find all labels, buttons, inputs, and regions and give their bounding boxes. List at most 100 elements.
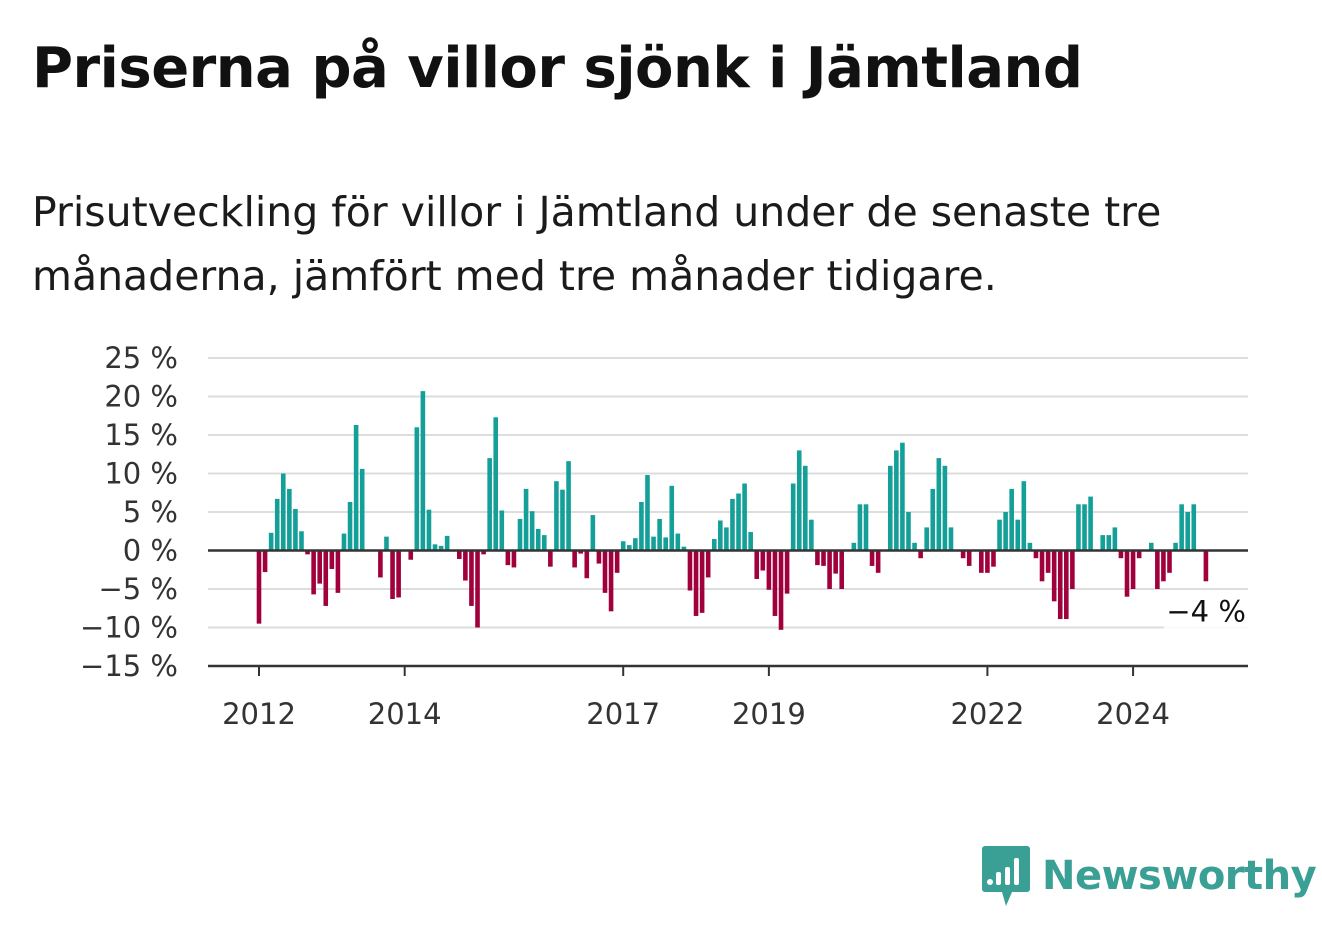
bar	[378, 550, 383, 578]
x-tick-label: 2017	[586, 697, 660, 731]
bar	[1076, 504, 1081, 551]
bar	[414, 427, 420, 551]
bar	[469, 550, 474, 606]
chart-title: Priserna på villor sjönk i Jämtland	[32, 36, 1083, 101]
bar	[1009, 488, 1014, 551]
bar	[900, 442, 905, 551]
bar	[736, 493, 741, 551]
bar	[481, 550, 486, 555]
bar	[329, 550, 335, 569]
bar	[505, 550, 511, 566]
y-tick-label: −5 %	[98, 572, 178, 606]
bar	[390, 550, 395, 600]
bar	[675, 533, 681, 551]
bar	[262, 550, 268, 573]
bar	[1179, 504, 1184, 551]
bar	[548, 550, 553, 567]
bar	[311, 550, 316, 595]
bar	[803, 465, 808, 551]
y-tick-label: 20 %	[104, 380, 178, 414]
bar	[936, 458, 942, 551]
bar	[523, 488, 529, 551]
axes	[208, 549, 1248, 668]
bar	[699, 550, 705, 613]
bar	[268, 532, 274, 551]
bar	[432, 544, 438, 551]
bar	[966, 550, 972, 566]
bar	[687, 550, 693, 591]
bar	[918, 550, 923, 559]
bar	[578, 550, 584, 554]
y-tick-label: 25 %	[104, 341, 178, 375]
bar	[833, 550, 838, 574]
newsworthy-logo: Newsworthy	[982, 846, 1317, 906]
bar	[493, 417, 499, 551]
bar	[584, 550, 590, 579]
chart-subtitle: Prisutveckling för villor i Jämtland und…	[32, 188, 1162, 300]
bar	[1057, 550, 1063, 620]
bar	[827, 550, 832, 589]
bar	[438, 545, 444, 551]
bar	[809, 519, 814, 551]
bar	[517, 518, 523, 551]
bar	[463, 550, 468, 581]
bar	[335, 550, 341, 593]
bar	[754, 550, 760, 579]
bar	[1173, 542, 1178, 551]
bar	[906, 512, 911, 551]
bar	[274, 498, 280, 551]
bar	[863, 504, 869, 551]
bar	[651, 536, 656, 551]
bar	[572, 550, 577, 568]
bar	[426, 509, 432, 551]
bar	[633, 538, 638, 551]
bar	[821, 550, 826, 566]
bar	[1191, 504, 1197, 551]
bar	[396, 550, 401, 598]
bar	[1082, 504, 1087, 551]
bar	[912, 542, 917, 551]
bar	[857, 504, 863, 551]
bar	[256, 550, 262, 624]
bar	[1088, 496, 1093, 551]
y-tick-label: 0 %	[123, 534, 178, 568]
bar	[1064, 550, 1069, 620]
brand-name: Newsworthy	[1042, 853, 1317, 899]
bar	[1136, 550, 1142, 559]
bar	[942, 465, 948, 551]
bar	[784, 550, 790, 594]
bar	[499, 510, 505, 551]
bar	[760, 550, 766, 571]
bar	[626, 545, 632, 551]
bar	[790, 483, 796, 551]
bar	[323, 550, 329, 606]
bar	[839, 550, 845, 589]
bar	[724, 527, 729, 551]
bar	[730, 498, 735, 551]
grid-lines	[208, 357, 1248, 629]
bar	[1003, 512, 1008, 551]
bar	[1118, 550, 1124, 559]
bar	[614, 550, 620, 573]
end-label-background	[1163, 593, 1250, 632]
y-tick-label: 15 %	[104, 418, 178, 452]
bar	[299, 531, 304, 551]
annotations: −4 %	[1163, 593, 1250, 632]
bar	[560, 489, 565, 551]
bar	[353, 424, 359, 551]
y-tick-label: 10 %	[104, 457, 178, 491]
bar	[778, 550, 784, 630]
bar	[1124, 550, 1130, 597]
bar	[711, 538, 717, 551]
bar	[979, 550, 984, 573]
bar	[796, 450, 802, 551]
bars	[256, 391, 1209, 630]
bar	[772, 550, 778, 616]
bar	[596, 550, 602, 564]
bar	[541, 535, 547, 551]
bar	[384, 536, 389, 551]
newsworthy-logo-icon	[982, 846, 1030, 906]
bar	[457, 550, 462, 559]
bar	[991, 550, 996, 567]
bar	[305, 550, 310, 555]
